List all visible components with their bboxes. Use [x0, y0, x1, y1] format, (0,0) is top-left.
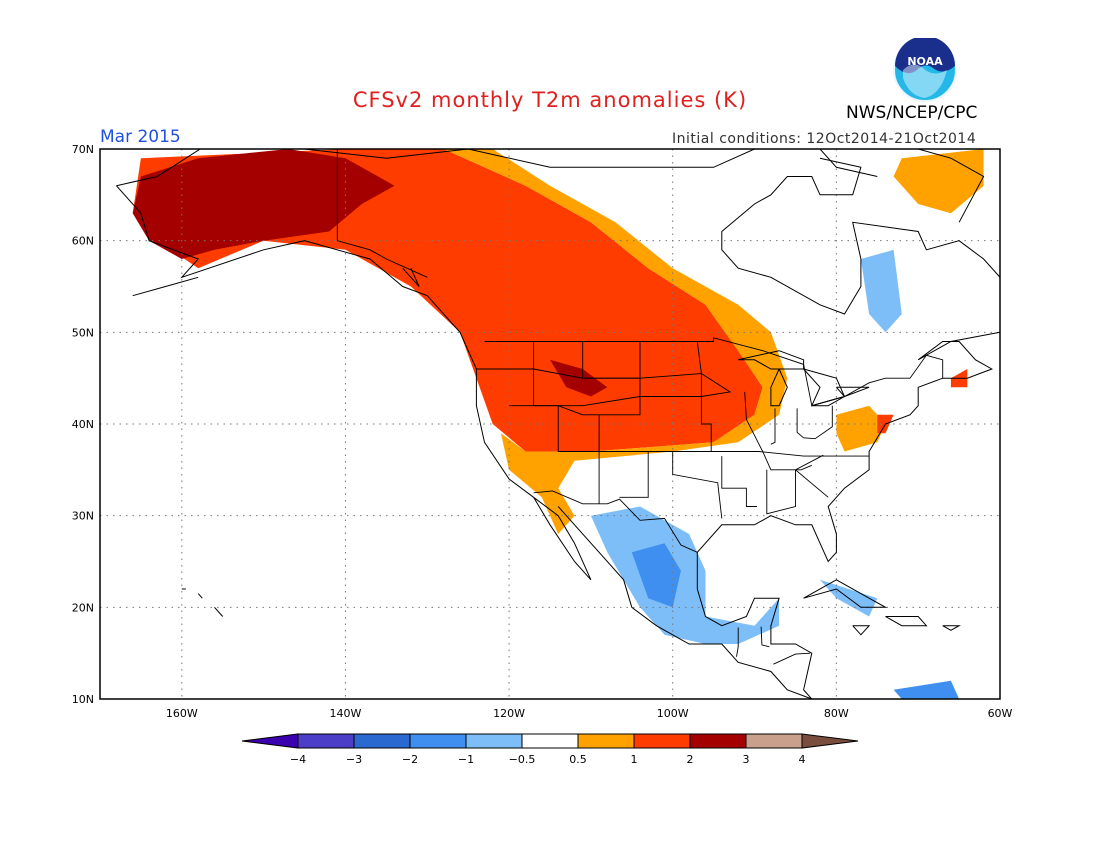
border-line — [696, 341, 712, 452]
coastline — [811, 396, 845, 407]
lon-tick-label: 140W — [330, 707, 362, 720]
lon-tick-label: 80W — [824, 707, 849, 720]
anomaly-region — [132, 149, 395, 259]
noaa-logo-icon: NOAA — [893, 38, 957, 102]
colorbar-cell — [521, 733, 579, 749]
anomaly-region — [860, 249, 902, 333]
coastlines — [116, 149, 1000, 699]
coastline — [116, 185, 592, 581]
border-line — [721, 456, 757, 507]
coastline — [116, 149, 755, 187]
colorbar-label: 1 — [631, 753, 638, 766]
anomaly-region — [550, 359, 608, 397]
colorbar-cell — [297, 733, 355, 749]
coastline — [214, 606, 224, 617]
colorbar-cell — [689, 733, 747, 749]
lat-tick-label: 70N — [72, 143, 94, 156]
lon-tick-label: 120W — [493, 707, 525, 720]
coastline — [770, 368, 788, 407]
colorbar-label: 0.5 — [569, 753, 587, 766]
border-line — [476, 368, 732, 407]
colorbar-cell — [577, 733, 635, 749]
coastline — [197, 593, 203, 599]
lon-tick-label: 60W — [988, 707, 1013, 720]
border-line — [533, 490, 698, 553]
anomaly-region — [893, 680, 960, 699]
border-line — [794, 454, 829, 498]
anomaly-region — [836, 405, 886, 452]
map-frame — [99, 148, 1001, 700]
coastline — [402, 267, 420, 287]
lat-tick-label: 60N — [72, 235, 94, 248]
lon-tick-label: 160W — [166, 707, 198, 720]
border-line — [773, 652, 811, 665]
lat-tick-label: 40N — [72, 418, 94, 431]
colorbar-label: −4 — [290, 753, 306, 766]
coastline — [836, 386, 870, 398]
coastline — [557, 506, 812, 699]
colorbar-cell — [353, 733, 411, 749]
colorbar-cell — [633, 733, 691, 749]
colorbar-label: −2 — [402, 753, 418, 766]
colorbar-label: −0.5 — [509, 753, 536, 766]
border-line — [336, 149, 428, 278]
border-line — [672, 451, 723, 519]
coastline — [132, 276, 199, 297]
lon-tick-label: 100W — [657, 707, 689, 720]
border-line — [770, 408, 776, 445]
colorbar-label: −3 — [346, 753, 362, 766]
coastline — [696, 552, 813, 699]
colorbar-label: 2 — [687, 753, 694, 766]
border-line — [760, 626, 770, 648]
coastline — [918, 149, 985, 223]
border-line — [619, 451, 649, 498]
anomaly-regions — [132, 149, 984, 699]
border-line — [796, 405, 833, 440]
colorbar-label: −1 — [458, 753, 474, 766]
colorbar-label: 4 — [799, 753, 806, 766]
coastline — [852, 625, 871, 636]
svg-text:NOAA: NOAA — [907, 55, 943, 68]
border-line — [744, 391, 812, 471]
anomaly-region — [590, 506, 780, 644]
anomaly-region — [443, 149, 788, 534]
map-title: CFSv2 monthly T2m anomalies (K) — [352, 88, 748, 112]
border-line — [766, 469, 796, 515]
border-line — [558, 378, 641, 416]
initial-conditions-label: Initial conditions: 12Oct2014-21Oct2014 — [672, 131, 977, 147]
colorbar-cell — [409, 733, 467, 749]
gridlines — [100, 149, 1000, 699]
coastline — [738, 350, 805, 370]
colorbar-cell — [465, 733, 523, 749]
border-line — [736, 627, 739, 657]
colorbar-arrow-left — [241, 733, 299, 749]
coastline — [696, 157, 1000, 563]
coastline — [819, 149, 878, 177]
anomaly-region — [893, 149, 984, 214]
lat-tick-label: 10N — [72, 693, 94, 706]
coastline — [885, 616, 928, 627]
lat-tick-label: 30N — [72, 510, 94, 523]
lat-tick-label: 50N — [72, 326, 94, 339]
border-line — [533, 341, 870, 457]
colorbar-arrow-right — [801, 733, 859, 749]
colorbar-label: 3 — [743, 753, 750, 766]
lat-tick-label: 20N — [72, 601, 94, 614]
colorbar-cell — [745, 733, 803, 749]
coastline — [942, 625, 962, 631]
agency-label: NWS/NCEP/CPC — [846, 103, 978, 123]
forecast-month-label: Mar 2015 — [100, 127, 181, 147]
colorbar-cells — [241, 733, 859, 749]
colorbar-labels: −4 −3 −2 −1 −0.5 0.5 1 2 3 4 — [290, 753, 806, 766]
coastline — [803, 579, 888, 608]
axis-labels: 70N 60N 50N 40N 30N 20N 10N 160W 140W 120W 100W 80W… — [72, 143, 1013, 720]
anomaly-region — [631, 543, 681, 608]
border-line — [582, 341, 641, 379]
